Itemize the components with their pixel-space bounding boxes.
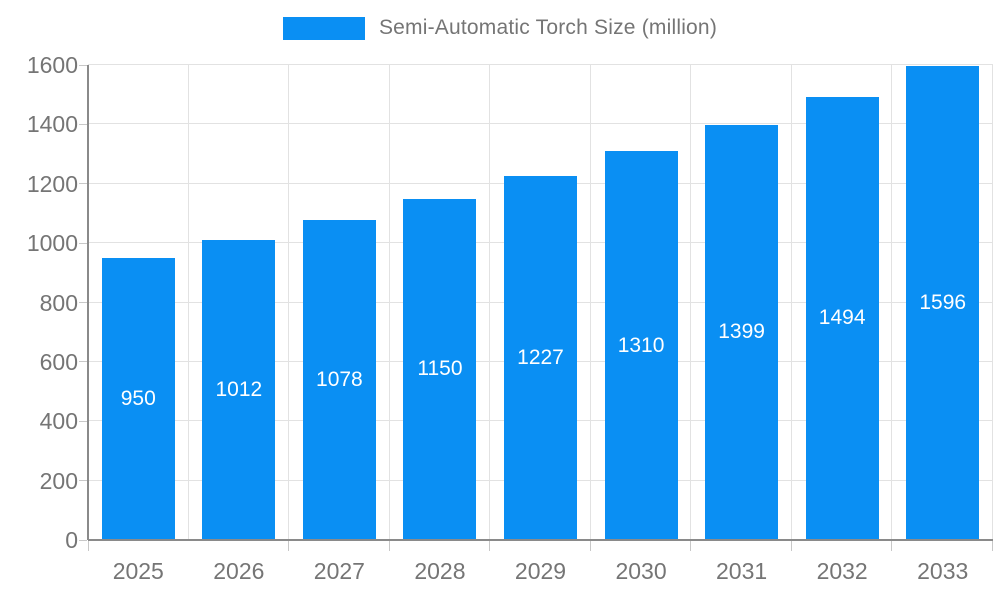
x-tick-label: 2029: [514, 558, 567, 584]
y-tick-label: 800: [39, 289, 78, 316]
bar-value-label: 1078: [316, 368, 363, 391]
plot-area: 950 1012 1078 1150 1227 1310 1399 1494 1596: [79, 64, 993, 551]
bar-value-label: 950: [120, 387, 156, 410]
legend[interactable]: Semi-Automatic Torch Size (million): [0, 16, 1000, 40]
y-tick-label: 1200: [26, 170, 78, 197]
x-tick-label: 2031: [716, 558, 768, 584]
gridline-v: [590, 65, 591, 540]
gridline-v: [288, 65, 289, 540]
gridline-v: [891, 65, 892, 540]
y-tick-mark: [79, 183, 87, 185]
gridline-v: [791, 65, 792, 540]
x-tick-label: 2033: [917, 558, 969, 584]
x-tick-label: 2028: [414, 558, 466, 584]
bar-value-label: 1310: [617, 333, 665, 357]
gridline-h: [88, 123, 993, 125]
x-tick-mark: [288, 540, 289, 551]
gridline-h: [88, 64, 993, 65]
y-tick-label: 200: [39, 467, 78, 494]
y-tick-mark: [79, 361, 87, 363]
legend-label: Semi-Automatic Torch Size (million): [378, 16, 718, 39]
bar: 1227: [504, 175, 577, 540]
gridline-v: [992, 65, 993, 540]
y-tick-label: 1600: [26, 52, 78, 78]
bar-value-label: 1399: [718, 320, 765, 344]
x-tick-label: 2027: [313, 558, 365, 584]
y-tick-mark: [79, 123, 87, 125]
bar: 950: [101, 258, 175, 540]
bar: 1494: [805, 96, 879, 540]
y-tick-label: 1400: [26, 111, 78, 138]
gridline-v: [489, 65, 490, 540]
bar: 1310: [604, 151, 678, 540]
bar: 1150: [403, 198, 477, 540]
x-tick-mark: [590, 540, 591, 551]
x-axis-line: [88, 539, 993, 541]
bar: 1596: [906, 66, 980, 540]
x-tick-mark: [690, 540, 691, 551]
bar: 1078: [302, 220, 376, 540]
y-tick-mark: [79, 302, 87, 303]
y-tick-mark: [79, 242, 87, 244]
gridline-v: [690, 65, 691, 540]
bar-value-label: 1596: [919, 291, 967, 315]
x-tick-mark: [992, 540, 993, 551]
x-tick-mark: [489, 540, 490, 551]
bar: 1012: [202, 239, 276, 540]
x-tick-mark: [891, 540, 892, 551]
bar-value-label: 1150: [417, 357, 463, 381]
y-axis-line: [87, 65, 89, 540]
y-tick-mark: [79, 539, 87, 541]
legend-swatch-icon: [282, 16, 365, 40]
x-tick-label: 2030: [615, 558, 667, 584]
y-tick-label: 1000: [26, 230, 78, 257]
x-tick-mark: [791, 540, 792, 551]
y-tick-label: 0: [65, 527, 78, 553]
x-tick-label: 2026: [213, 558, 265, 584]
x-tick-label: 2025: [112, 558, 164, 584]
y-tick-mark: [79, 420, 87, 422]
bar-value-label: 1227: [517, 345, 564, 369]
y-tick-label: 400: [39, 408, 78, 435]
gridline-v: [188, 65, 189, 540]
bar-value-label: 1494: [818, 306, 866, 330]
y-tick-label: 600: [39, 348, 78, 375]
y-tick-mark: [79, 480, 87, 482]
x-tick-mark: [389, 540, 390, 551]
bar: 1399: [705, 124, 779, 540]
x-tick-mark: [88, 540, 89, 551]
gridline-v: [389, 65, 390, 540]
bar-value-label: 1012: [215, 377, 263, 401]
x-tick-label: 2032: [816, 558, 868, 584]
y-tick-mark: [79, 64, 87, 66]
